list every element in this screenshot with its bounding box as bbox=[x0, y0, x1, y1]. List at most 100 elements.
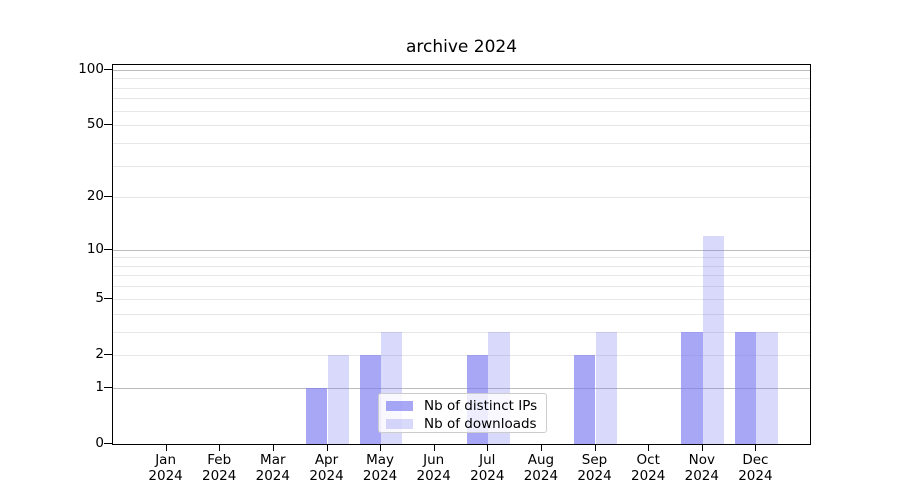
x-tick-month: Jun bbox=[423, 452, 445, 468]
legend-row: Nb of distinct IPs bbox=[386, 398, 546, 414]
gridline-minor bbox=[113, 275, 810, 277]
x-tick-label: Sep 2024 bbox=[567, 452, 623, 484]
x-tick-month: Dec bbox=[742, 452, 769, 468]
y-tick-mark bbox=[104, 124, 112, 126]
gridline-minor bbox=[113, 98, 810, 100]
x-tick-mark bbox=[272, 445, 274, 451]
x-tick-mark bbox=[594, 445, 596, 451]
legend-swatch bbox=[386, 419, 413, 429]
x-tick-year: 2024 bbox=[416, 468, 451, 484]
y-tick-mark bbox=[104, 386, 112, 388]
x-tick-mark bbox=[540, 445, 542, 451]
y-tick-mark bbox=[104, 297, 112, 299]
x-tick-year: 2024 bbox=[362, 468, 398, 484]
gridline-major bbox=[113, 387, 810, 389]
x-tick-label: Nov 2024 bbox=[674, 452, 730, 484]
x-tick-mark bbox=[433, 445, 435, 451]
x-tick-year: 2024 bbox=[684, 468, 719, 484]
bar-distinct-ips bbox=[735, 331, 757, 444]
x-tick-month: Aug bbox=[527, 452, 555, 468]
x-tick-mark bbox=[165, 445, 167, 451]
x-tick-mark bbox=[648, 445, 650, 451]
x-tick-label: Jul 2024 bbox=[459, 452, 515, 484]
x-tick-mark bbox=[326, 445, 328, 451]
x-tick-label: Apr 2024 bbox=[299, 452, 355, 484]
bar-distinct-ips bbox=[574, 354, 596, 444]
x-tick-year: 2024 bbox=[202, 468, 237, 484]
gridline-major bbox=[113, 69, 810, 71]
x-tick-mark bbox=[701, 445, 703, 451]
x-tick-month: Mar bbox=[260, 452, 286, 468]
x-tick-mark bbox=[755, 445, 757, 451]
x-tick-mark bbox=[380, 445, 382, 451]
gridline-minor bbox=[113, 354, 810, 356]
y-tick-mark bbox=[104, 68, 112, 70]
x-tick-month: Nov bbox=[688, 452, 715, 468]
y-tick-mark bbox=[104, 353, 112, 355]
gridline-minor bbox=[113, 331, 810, 333]
bar-downloads bbox=[595, 331, 617, 444]
y-tick-mark bbox=[104, 248, 112, 250]
y-tick-label: 0 bbox=[95, 435, 104, 451]
gridline-minor bbox=[113, 265, 810, 267]
gridline-minor bbox=[113, 142, 810, 144]
gridline-minor bbox=[113, 257, 810, 259]
x-tick-label: Dec 2024 bbox=[727, 452, 783, 484]
bar-downloads bbox=[327, 354, 349, 444]
x-tick-month: May bbox=[366, 452, 395, 468]
gridline-minor bbox=[113, 286, 810, 288]
gridline-minor bbox=[113, 125, 810, 127]
y-tick-label: 20 bbox=[86, 188, 104, 205]
x-tick-year: 2024 bbox=[631, 468, 666, 484]
x-tick-year: 2024 bbox=[523, 468, 559, 484]
chart-title: archive 2024 bbox=[405, 37, 518, 57]
x-tick-label: Aug 2024 bbox=[513, 452, 569, 484]
bar-distinct-ips bbox=[306, 387, 328, 444]
x-tick-mark bbox=[219, 445, 221, 451]
x-tick-label: May 2024 bbox=[352, 452, 408, 484]
plot-area bbox=[112, 64, 811, 445]
x-tick-label: Oct 2024 bbox=[620, 452, 676, 484]
y-tick-label: 5 bbox=[95, 289, 104, 306]
gridline-minor bbox=[113, 313, 810, 315]
y-tick-mark bbox=[104, 443, 112, 444]
x-tick-year: 2024 bbox=[255, 468, 290, 484]
y-tick-label: 1 bbox=[95, 378, 104, 395]
gridline-minor bbox=[113, 78, 810, 80]
x-tick-year: 2024 bbox=[470, 468, 505, 484]
gridline-minor bbox=[113, 110, 810, 112]
x-tick-month: Oct bbox=[636, 452, 660, 468]
y-tick-label: 2 bbox=[95, 345, 104, 362]
gridline-minor bbox=[113, 197, 810, 199]
gridline-minor bbox=[113, 298, 810, 300]
bar-downloads bbox=[756, 331, 778, 444]
gridline-minor bbox=[113, 87, 810, 89]
y-tick-label: 100 bbox=[78, 60, 104, 77]
gridline-major bbox=[113, 249, 810, 251]
legend-label: Nb of distinct IPs bbox=[424, 398, 538, 414]
x-tick-label: Feb 2024 bbox=[191, 452, 247, 484]
x-tick-label: Jun 2024 bbox=[406, 452, 462, 484]
x-tick-month: Feb bbox=[207, 452, 232, 468]
x-tick-month: Sep bbox=[581, 452, 608, 468]
legend-label: Nb of downloads bbox=[424, 416, 537, 432]
x-tick-year: 2024 bbox=[309, 468, 344, 484]
x-tick-year: 2024 bbox=[148, 468, 183, 484]
x-tick-month: Jan bbox=[155, 452, 176, 468]
bar-distinct-ips bbox=[681, 331, 703, 444]
x-tick-month: Apr bbox=[314, 452, 339, 468]
bar-downloads bbox=[702, 236, 725, 444]
y-tick-label: 50 bbox=[86, 116, 104, 133]
x-tick-label: Mar 2024 bbox=[245, 452, 301, 484]
x-tick-year: 2024 bbox=[738, 468, 773, 484]
gridline-minor bbox=[113, 165, 810, 167]
x-tick-year: 2024 bbox=[577, 468, 612, 484]
bar-distinct-ips bbox=[359, 354, 382, 444]
legend-swatch bbox=[386, 401, 413, 411]
x-tick-label: Jan 2024 bbox=[138, 452, 194, 484]
y-tick-label: 10 bbox=[86, 240, 104, 257]
legend-row: Nb of downloads bbox=[386, 416, 546, 432]
legend: Nb of distinct IPs Nb of downloads bbox=[378, 393, 547, 433]
x-tick-month: Jul bbox=[479, 452, 496, 468]
